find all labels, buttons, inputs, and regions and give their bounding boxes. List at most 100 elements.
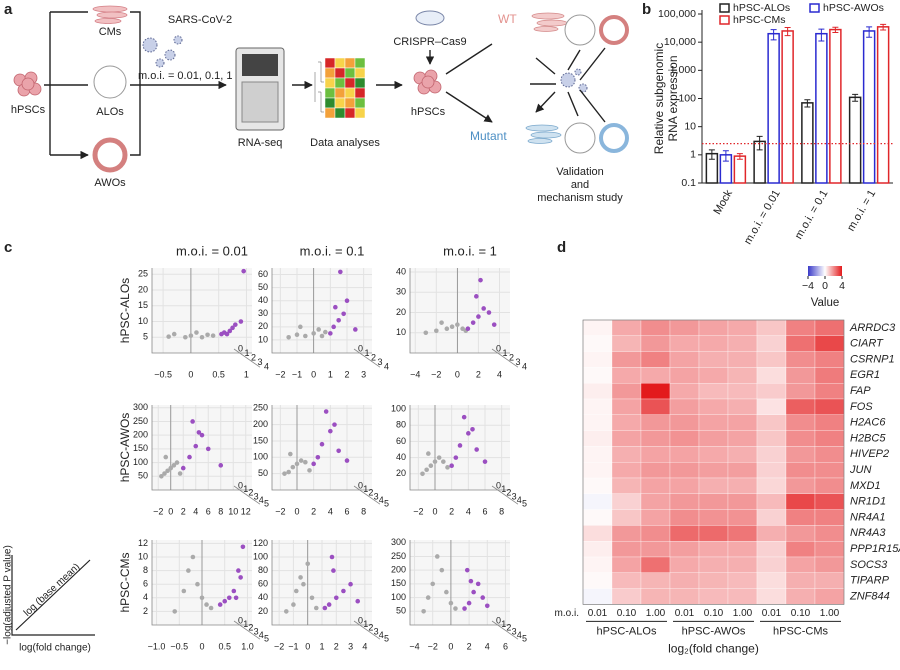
y-tick-label: 250 [253,403,268,413]
point [480,595,486,600]
row-label: HIVEP2 [850,448,889,460]
z-tick-label: 3 [374,626,379,636]
x-tick-label: 6 [482,506,487,516]
z-tick-label: 0 [358,343,363,353]
z-tick-label: 0 [496,480,501,490]
x-tick-label: 0 [168,506,173,516]
point [341,311,346,317]
point [430,581,436,587]
heatmap-cell [669,493,700,510]
point [444,589,449,595]
point [333,595,339,601]
point [332,422,337,427]
point [424,467,429,473]
y-tick-label: 150 [391,578,406,588]
point [333,304,338,310]
row-label: TIPARP [850,575,890,587]
heatmap-cell [611,430,642,447]
point [338,269,343,275]
y-tick-label: 30 [396,287,406,297]
heatmap-cell [611,335,642,352]
z-tick-label: 1 [243,619,248,629]
heatmap-cell [785,525,816,542]
point [315,455,321,460]
heatmap-cell [669,525,700,542]
point [294,332,300,337]
point [199,595,205,601]
column-label: 1.00 [733,608,753,619]
z-tick-label: 1 [501,484,506,494]
x-tick-label: −0.5 [154,369,172,379]
point [341,588,346,594]
heatmap-cell [814,414,845,431]
heatmap-cell [785,367,816,384]
z-tick-label: 2 [248,488,253,498]
group-label: hPSC-CMs [773,625,829,637]
plot-background [152,405,252,490]
heatmap-cell [756,477,787,494]
x-tick-label: 2 [311,506,316,516]
label: WT [498,12,517,26]
row-label: NR4A3 [850,527,886,539]
z-tick-label: 0 [238,480,243,490]
heatmap-cell [582,446,613,463]
heatmap-cell [640,383,671,400]
heatmap-cell [785,588,816,605]
row-title: hPSC-CMs [118,552,132,612]
x-tick-label: 0.5 [218,641,231,651]
y-tick-label: 5 [143,332,148,342]
row-label: JUN [849,464,871,476]
virus-icon [560,68,588,93]
point [421,608,426,614]
row-label: H2BC5 [850,432,886,444]
heatmap-cell [698,462,729,479]
arrow [445,43,492,122]
row-label: FAP [850,385,871,397]
point [476,314,481,319]
point [475,581,481,587]
heatmap-cell [669,335,700,352]
heatmap-cell [582,477,613,494]
axis [409,540,510,626]
heatmap-cell [814,541,845,558]
axis-key-y: −log(adjusted P value) [3,545,14,645]
y-tick-label: 10 [138,316,148,326]
heatmap-cell [698,446,729,463]
point [240,544,246,550]
x-tick-label: 2 [344,369,349,379]
error-bar [852,93,859,102]
point [294,461,300,467]
colorbar-tick-label: 0 [822,280,828,292]
heatmap-cell [814,493,845,510]
point [441,459,446,464]
axis [409,405,510,491]
heatmap-cell [785,398,816,415]
heatmap-cell [785,509,816,526]
heatmap-cell [698,319,729,336]
z-axis [491,620,519,640]
point [291,602,296,607]
heatmap-cell [698,335,729,352]
heatmap-cell [756,462,787,479]
point [326,602,332,607]
z-axis [353,348,381,368]
legend-label: hPSC-ALOs [733,2,790,14]
heatmap-cell [756,319,787,336]
point [303,333,308,339]
heatmap-cell [727,525,758,542]
y-tick-label: 100 [678,92,696,104]
point [426,451,431,456]
error-bar [880,23,887,31]
heatmap-cell [582,493,613,510]
x-tick-label: 4 [466,506,471,516]
point [190,419,195,424]
heatmap-cell [611,588,642,605]
point [455,322,460,327]
point [195,581,200,587]
point [159,473,164,479]
heatmap-cell [582,462,613,479]
hpsc-icon [413,69,442,95]
heatmap-cell [611,477,642,494]
heatmap-cell [727,462,758,479]
